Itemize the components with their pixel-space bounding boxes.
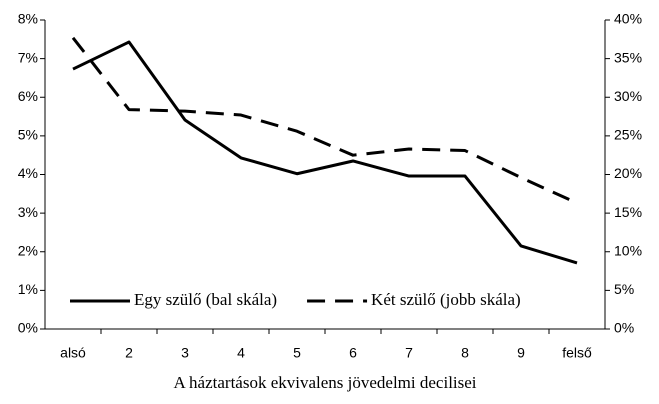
x-tick-label: 5 [293, 345, 301, 361]
y-tick-label: 7% [18, 49, 38, 65]
x-tick-label: 2 [125, 345, 133, 361]
y-tick-label: 1% [18, 281, 38, 297]
x-tick-label: 4 [237, 345, 245, 361]
x-tick-label: alsó [60, 345, 86, 361]
y-tick-label: 0% [18, 320, 38, 336]
y2-tick-label: 0% [614, 320, 634, 336]
y2-tick-label: 25% [614, 127, 642, 143]
line-series [71, 36, 578, 205]
x-tick-label: felső [562, 345, 592, 361]
line-series [72, 40, 578, 265]
y2-tick-label: 35% [614, 49, 642, 65]
x-tick-label: 7 [405, 345, 413, 361]
y-tick-label: 8% [18, 11, 38, 27]
y2-tick-label: 30% [614, 88, 642, 104]
y2-tick-label: 5% [614, 281, 634, 297]
y2-tick-label: 15% [614, 204, 642, 220]
y-tick-label: 5% [18, 127, 38, 143]
y-tick-label: 3% [18, 204, 38, 220]
x-tick-label: 8 [461, 345, 469, 361]
y2-tick-label: 20% [614, 165, 642, 181]
y2-tick-label: 40% [614, 11, 642, 27]
y-tick-label: 2% [18, 242, 38, 258]
y-tick-label: 4% [18, 165, 38, 181]
legend-label: Két szülő (jobb skála) [371, 290, 521, 309]
x-tick-label: 3 [181, 345, 189, 361]
x-tick-label: 9 [517, 345, 525, 361]
x-axis-title: A háztartások ekvivalens jövedelmi decil… [173, 373, 476, 392]
y2-tick-label: 10% [614, 242, 642, 258]
x-tick-label: 6 [349, 345, 357, 361]
y-tick-label: 6% [18, 88, 38, 104]
legend-label: Egy szülő (bal skála) [134, 290, 277, 309]
